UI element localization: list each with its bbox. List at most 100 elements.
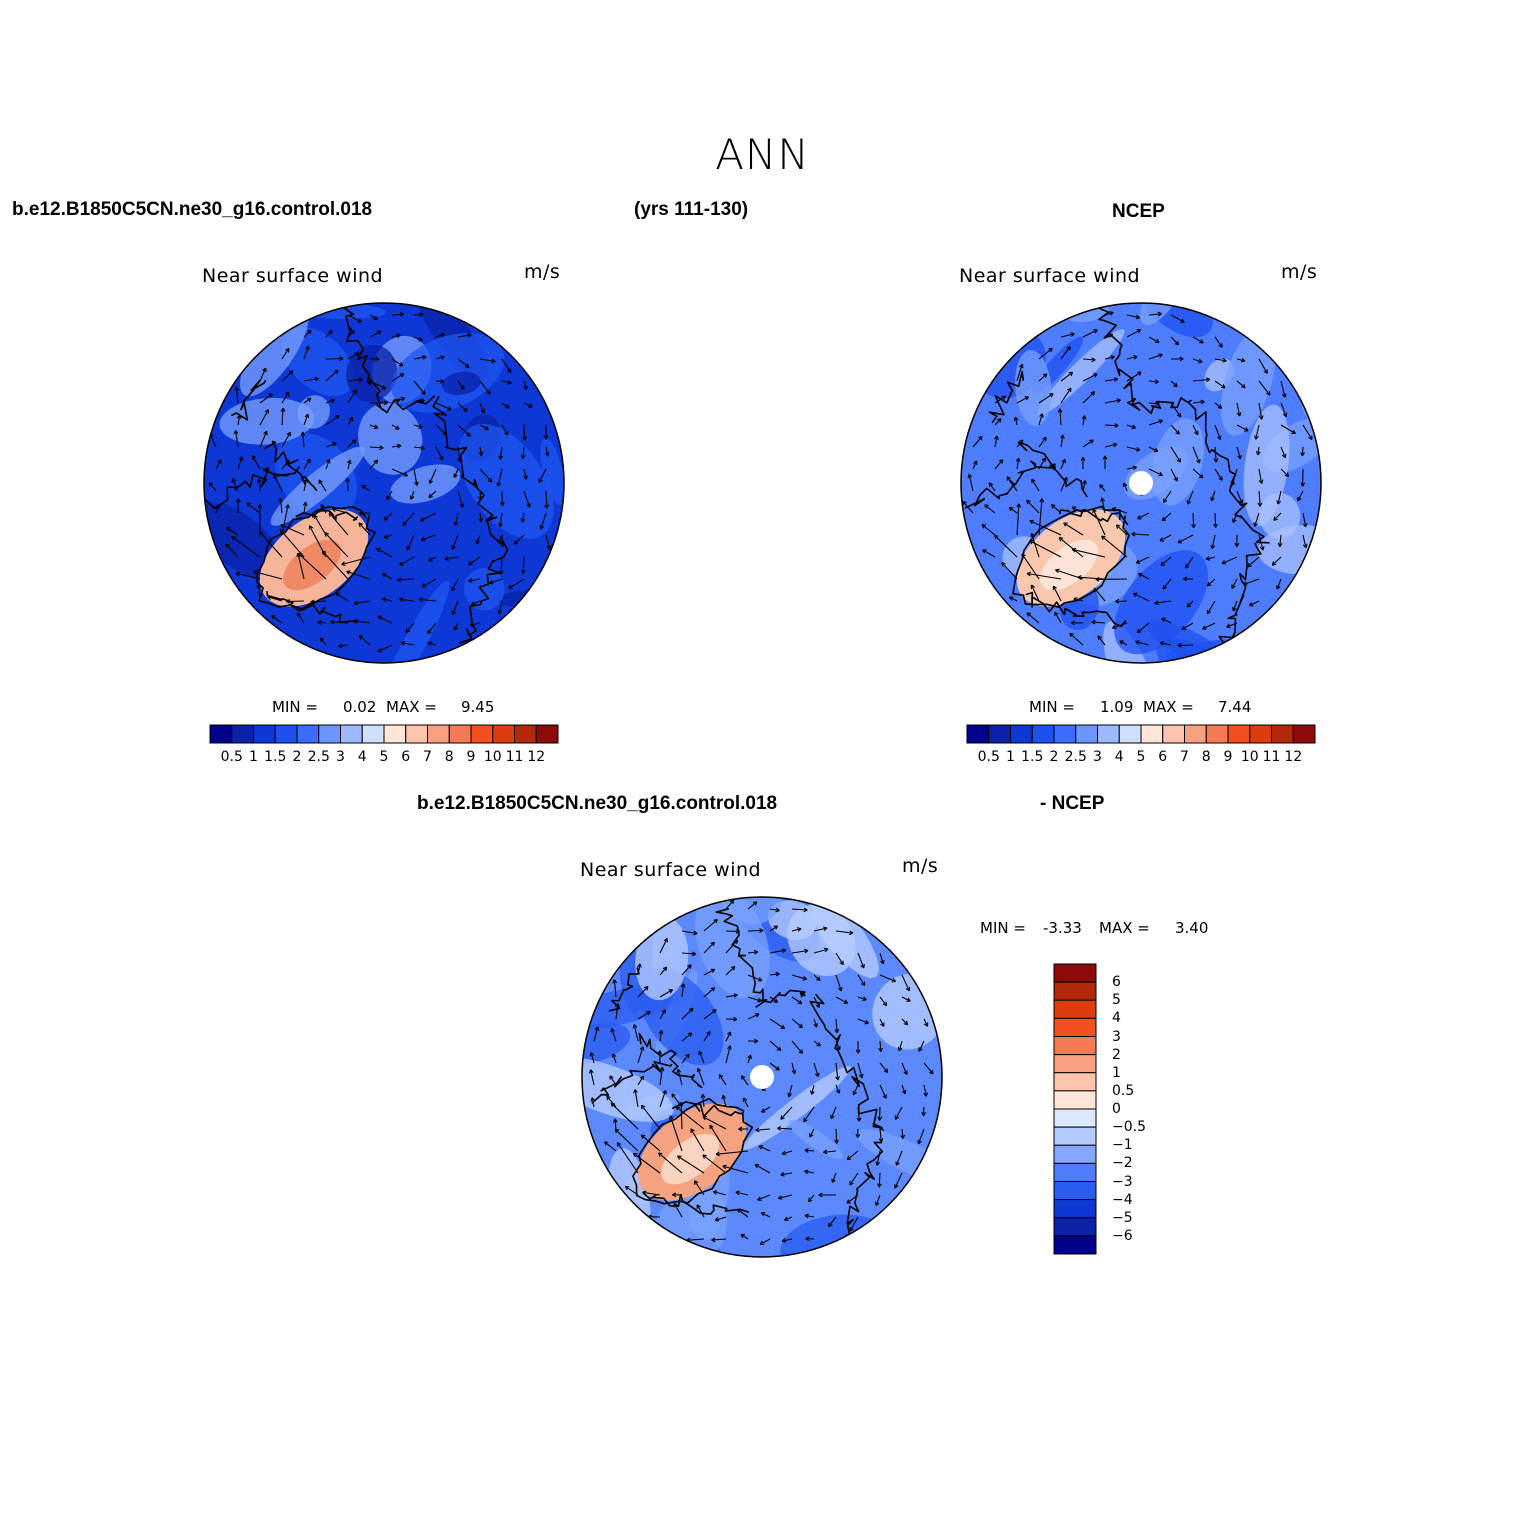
colorbar-swatch bbox=[988, 724, 1011, 744]
colorbar-tick-label: 5 bbox=[379, 749, 389, 765]
diff-case-name-label: b.e12.B1850C5CN.ne30_g16.control.018 bbox=[417, 793, 778, 814]
colorbar-swatch bbox=[253, 724, 276, 744]
colorbar-swatch bbox=[231, 724, 254, 744]
diff-colorbar bbox=[1053, 963, 1097, 1255]
colorbar-swatch bbox=[1205, 724, 1229, 744]
diff-max-label: MAX = bbox=[1099, 919, 1150, 937]
colorbar-swatch bbox=[1292, 724, 1316, 744]
years-label: (yrs 111-130) bbox=[634, 199, 749, 220]
colorbar-swatch bbox=[1053, 963, 1097, 983]
colorbar-tick-label: −6 bbox=[1112, 1227, 1133, 1244]
colorbar-tick-label: 10 bbox=[483, 749, 502, 765]
colorbar-swatch bbox=[1053, 1108, 1097, 1128]
colorbar-swatch bbox=[1227, 724, 1251, 744]
colorbar-tick-label: 7 bbox=[1180, 749, 1189, 765]
panel2-title: Near surface wind bbox=[959, 265, 1141, 287]
colorbar-swatch bbox=[470, 724, 494, 744]
panel1-max-label: MAX = bbox=[386, 698, 437, 716]
colorbar-tick-label: 2 bbox=[1112, 1046, 1121, 1063]
obs-name-label: NCEP bbox=[1112, 201, 1165, 222]
panel1-min-value: 0.02 bbox=[343, 698, 377, 716]
colorbar-swatch bbox=[966, 724, 990, 744]
model-wind-map bbox=[203, 302, 565, 664]
colorbar-swatch bbox=[318, 724, 341, 744]
panel1-max-value: 9.45 bbox=[461, 698, 495, 716]
diff-min-label: MIN = bbox=[980, 919, 1026, 937]
ncep-wind-map bbox=[960, 302, 1322, 664]
colorbar-swatch bbox=[1031, 724, 1055, 744]
colorbar-tick-label: 6 bbox=[1158, 749, 1168, 765]
colorbar-tick-label: 1 bbox=[249, 749, 258, 765]
colorbar-tick-label: 0.5 bbox=[1112, 1082, 1135, 1099]
colorbar-tick-label: 2 bbox=[292, 749, 302, 765]
colorbar-swatch bbox=[1053, 981, 1097, 1001]
colorbar-swatch bbox=[405, 724, 428, 744]
colorbar-tick-label: 3 bbox=[1093, 749, 1102, 765]
diff-panel-title: Near surface wind bbox=[580, 859, 762, 881]
colorbar-swatch bbox=[1184, 724, 1207, 744]
colorbar-swatch bbox=[1097, 724, 1120, 744]
colorbar-swatch bbox=[1271, 724, 1294, 744]
panel1-colorbar bbox=[209, 724, 559, 744]
colorbar-tick-label: 4 bbox=[357, 749, 367, 765]
main-title: ANN bbox=[715, 130, 810, 179]
colorbar-tick-label: −2 bbox=[1112, 1155, 1133, 1172]
colorbar-tick-label: −3 bbox=[1112, 1173, 1133, 1190]
colorbar-tick-label: 1.5 bbox=[1021, 749, 1044, 765]
colorbar-swatch bbox=[1053, 1126, 1097, 1146]
colorbar-swatch bbox=[1053, 1144, 1097, 1164]
colorbar-swatch bbox=[1118, 724, 1142, 744]
colorbar-swatch bbox=[340, 724, 363, 744]
colorbar-swatch bbox=[1053, 1072, 1097, 1092]
colorbar-swatch bbox=[514, 724, 537, 744]
colorbar-swatch bbox=[1053, 1036, 1097, 1056]
colorbar-swatch bbox=[361, 724, 385, 744]
colorbar-tick-label: 12 bbox=[1284, 749, 1303, 765]
colorbar-swatch bbox=[1140, 724, 1164, 744]
panel2-min-label: MIN = bbox=[1029, 698, 1075, 716]
diff-obs-label: - NCEP bbox=[1040, 793, 1105, 814]
colorbar-swatch bbox=[427, 724, 450, 744]
colorbar-tick-label: 1 bbox=[1006, 749, 1015, 765]
colorbar-swatch bbox=[1053, 1162, 1097, 1182]
colorbar-swatch bbox=[1053, 724, 1077, 744]
colorbar-swatch bbox=[1249, 724, 1272, 744]
diff-min-value: -3.33 bbox=[1043, 919, 1082, 937]
colorbar-swatch bbox=[1010, 724, 1033, 744]
diff-max-value: 3.40 bbox=[1175, 919, 1209, 937]
colorbar-tick-label: 1 bbox=[1112, 1064, 1121, 1081]
colorbar-swatch bbox=[492, 724, 515, 744]
panel2-units: m/s bbox=[1281, 261, 1318, 283]
colorbar-tick-label: 9 bbox=[1223, 749, 1233, 765]
colorbar-tick-label: 0.5 bbox=[977, 749, 1000, 765]
panel1-title: Near surface wind bbox=[202, 265, 384, 287]
colorbar-tick-label: 11 bbox=[1262, 749, 1281, 765]
panel2-min-value: 1.09 bbox=[1100, 698, 1134, 716]
colorbar-tick-label: 4 bbox=[1114, 749, 1124, 765]
colorbar-swatch bbox=[1053, 1199, 1097, 1219]
colorbar-tick-label: 5 bbox=[1136, 749, 1146, 765]
colorbar-tick-label: 7 bbox=[423, 749, 432, 765]
colorbar-tick-label: 6 bbox=[1112, 974, 1121, 991]
colorbar-swatch bbox=[274, 724, 298, 744]
colorbar-swatch bbox=[383, 724, 407, 744]
colorbar-tick-label: 9 bbox=[466, 749, 476, 765]
colorbar-tick-label: 3 bbox=[336, 749, 345, 765]
colorbar-tick-label: −4 bbox=[1112, 1191, 1133, 1208]
colorbar-swatch bbox=[1075, 724, 1098, 744]
colorbar-tick-label: −0.5 bbox=[1112, 1119, 1146, 1136]
colorbar-swatch bbox=[1053, 1235, 1097, 1255]
colorbar-swatch bbox=[1053, 1017, 1097, 1037]
colorbar-swatch bbox=[1053, 1217, 1097, 1237]
panel1-units: m/s bbox=[524, 261, 561, 283]
colorbar-tick-label: −1 bbox=[1112, 1137, 1133, 1154]
colorbar-tick-label: 3 bbox=[1112, 1028, 1121, 1045]
colorbar-swatch bbox=[448, 724, 472, 744]
colorbar-tick-label: 2.5 bbox=[307, 749, 330, 765]
colorbar-swatch bbox=[535, 724, 559, 744]
colorbar-tick-label: −5 bbox=[1112, 1209, 1133, 1226]
colorbar-swatch bbox=[209, 724, 233, 744]
colorbar-tick-label: 6 bbox=[401, 749, 411, 765]
colorbar-tick-label: 10 bbox=[1240, 749, 1259, 765]
colorbar-tick-label: 12 bbox=[527, 749, 546, 765]
